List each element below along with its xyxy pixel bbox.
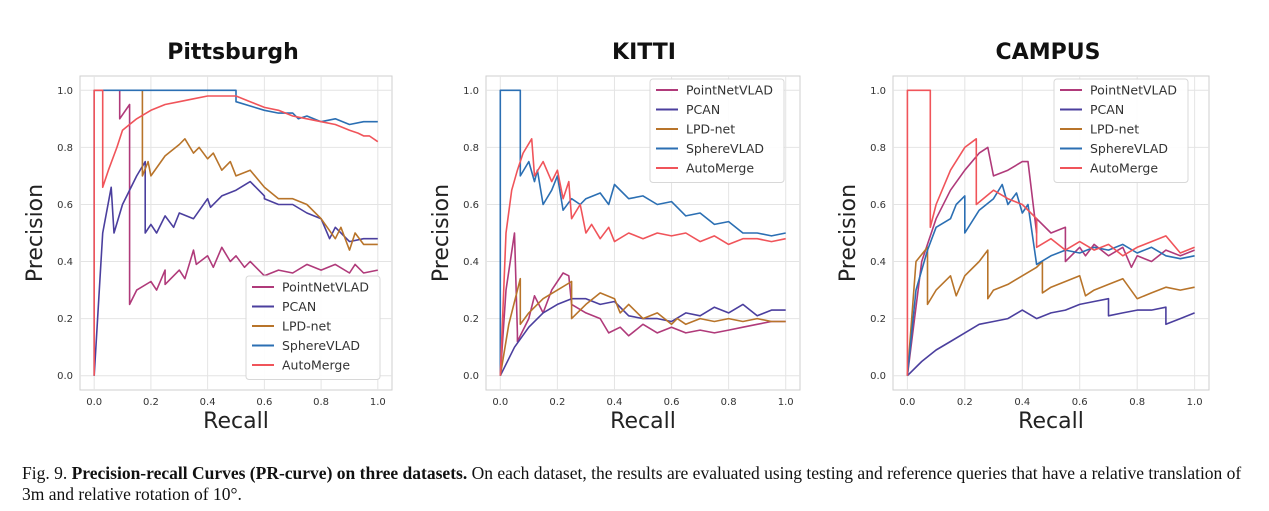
series-line-automerge	[499, 138, 786, 376]
x-axis-label: Recall	[1018, 409, 1084, 434]
x-tick-label: 0.6	[256, 397, 272, 408]
legend-label: AutoMerge	[686, 161, 754, 176]
caption-body: On each dataset, the results are evaluat…	[22, 463, 1242, 504]
chart-title: CAMPUS	[996, 40, 1101, 65]
legend-label: PCAN	[686, 102, 720, 117]
series-line-pointnetvlad	[118, 90, 378, 306]
x-axis-label: Recall	[203, 409, 269, 434]
x-tick-label: 0.8	[1129, 397, 1145, 408]
series-line-pointnetvlad	[499, 232, 786, 376]
x-tick-label: 0.4	[200, 397, 216, 408]
legend-label: PointNetVLAD	[1090, 83, 1177, 98]
x-tick-label: 0.0	[492, 397, 508, 408]
y-tick-label: 1.0	[870, 86, 886, 97]
legend: PointNetVLAD PCAN LPD-net SphereVLAD AutoMer…	[1053, 78, 1189, 183]
y-tick-label: 0.4	[57, 257, 73, 268]
legend-label: PointNetVLAD	[686, 83, 773, 98]
caption-label: Fig. 9.	[22, 463, 68, 483]
y-tick-label: 0.0	[870, 371, 886, 382]
x-tick-label: 1.0	[1187, 397, 1203, 408]
x-tick-label: 0.6	[664, 397, 680, 408]
caption-title: Precision-recall Curves (PR-curve) on th…	[71, 463, 468, 483]
x-tick-label: 0.4	[1014, 397, 1030, 408]
legend-box	[1053, 78, 1189, 183]
y-axis-label: Precision	[836, 184, 861, 282]
y-tick-label: 0.2	[870, 314, 886, 325]
chart-title: KITTI	[612, 40, 676, 65]
y-tick-label: 0.8	[57, 143, 73, 154]
legend-label: LPD-net	[282, 319, 331, 334]
legend-label: PointNetVLAD	[282, 280, 369, 295]
series-line-automerge	[906, 89, 1195, 376]
legend: PointNetVLAD PCAN LPD-net SphereVLAD AutoMer…	[649, 78, 785, 183]
legend-label: SphereVLAD	[686, 141, 764, 156]
y-tick-label: 0.0	[57, 371, 73, 382]
y-tick-label: 0.8	[463, 143, 479, 154]
x-tick-label: 0.8	[721, 397, 737, 408]
legend-label: LPD-net	[686, 122, 735, 137]
chart-pittsburgh: Pittsburgh 0.0 0.2 0.4 0.6 0.8 1.00.00.20.40.…	[23, 40, 393, 434]
y-axis-label: Precision	[429, 184, 454, 282]
y-tick-label: 0.6	[463, 200, 479, 211]
figure: Pittsburgh 0.0 0.2 0.4 0.6 0.8 1.00.00.20.40.…	[23, 40, 1210, 434]
y-tick-label: 0.4	[463, 257, 479, 268]
legend-label: AutoMerge	[1090, 161, 1158, 176]
series-line-lpd-net	[499, 277, 786, 376]
series-line-pcan	[906, 297, 1195, 377]
y-tick-label: 0.2	[57, 314, 73, 325]
legend-label: LPD-net	[1090, 122, 1139, 137]
legend-label: PCAN	[1090, 102, 1124, 117]
plot-area: 0.0 0.2 0.4 0.6 0.8 1.0 0.0 0.2 0.4 0.6 0.8 1.0 Reca…	[836, 75, 1210, 434]
legend-label: SphereVLAD	[1090, 141, 1168, 156]
y-tick-label: 0.2	[463, 314, 479, 325]
plot-area: 0.0 0.2 0.4 0.6 0.8 1.0 0.0 0.2 0.4 0.6 0.8 1.0 Reca…	[23, 75, 393, 434]
x-tick-label: 1.0	[778, 397, 794, 408]
y-tick-label: 0.6	[870, 200, 886, 211]
y-tick-label: 0.0	[463, 371, 479, 382]
series-line-pointnetvlad	[906, 146, 1195, 376]
legend-label: SphereVLAD	[282, 338, 360, 353]
legend-label: AutoMerge	[282, 358, 350, 373]
x-tick-label: 0.2	[549, 397, 565, 408]
x-tick-label: 0.8	[313, 397, 329, 408]
plot-area: 0.0 0.2 0.4 0.6 0.8 1.0 0.0 0.2 0.4 0.6 0.8 1.0 Reca…	[429, 75, 801, 434]
y-tick-label: 1.0	[463, 86, 479, 97]
legend: PointNetVLAD PCAN LPD-net SphereVLAD AutoMer…	[245, 275, 381, 380]
y-tick-label: 0.6	[57, 200, 73, 211]
x-tick-label: 0.6	[1072, 397, 1088, 408]
y-tick-label: 0.8	[870, 143, 886, 154]
x-tick-label: 0.4	[607, 397, 623, 408]
y-axis-label: Precision	[23, 184, 48, 282]
series-line-lpd-net	[141, 90, 378, 251]
x-tick-label: 1.0	[370, 397, 386, 408]
y-tick-label: 0.4	[870, 257, 886, 268]
series-line-lpd-net	[906, 246, 1195, 376]
x-tick-label: 0.2	[143, 397, 159, 408]
chart-title: Pittsburgh	[167, 40, 298, 65]
x-tick-label: 0.0	[86, 397, 102, 408]
x-tick-label: 0.0	[899, 397, 915, 408]
x-tick-label: 0.2	[957, 397, 973, 408]
x-axis-label: Recall	[610, 409, 676, 434]
y-tick-label: 1.0	[57, 86, 73, 97]
figure-caption: Fig. 9. Precision-recall Curves (PR-curv…	[22, 463, 1252, 505]
series-line-automerge	[93, 89, 379, 376]
series-line-spherevlad	[499, 89, 786, 376]
legend-box	[649, 78, 785, 183]
legend-box	[245, 275, 381, 380]
chart-kitti: KITTI 0.0 0.2 0.4 0.6 0.8 1.0 0.0 0.2 0.4 0.6 0.8 1…	[429, 40, 801, 434]
legend-label: PCAN	[282, 299, 316, 314]
chart-campus: CAMPUS 0.0 0.2 0.4 0.6 0.8 1.0 0.0 0.2 0.4 0.6 0.8…	[836, 40, 1210, 434]
